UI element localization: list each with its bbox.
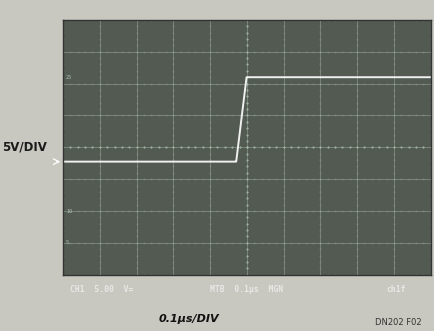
Text: MTB  0.1μs  MGN: MTB 0.1μs MGN [210,285,283,294]
Text: DN202 F02: DN202 F02 [375,318,421,327]
Text: 5V/DIV: 5V/DIV [2,141,47,154]
Text: 5: 5 [66,240,69,245]
Text: CH1  5.00  V=: CH1 5.00 V= [70,285,134,294]
Text: ch1f: ch1f [386,285,405,294]
Text: 0.1μs/DIV: 0.1μs/DIV [158,314,219,324]
Text: 25: 25 [66,75,72,80]
Text: 10: 10 [66,209,72,213]
